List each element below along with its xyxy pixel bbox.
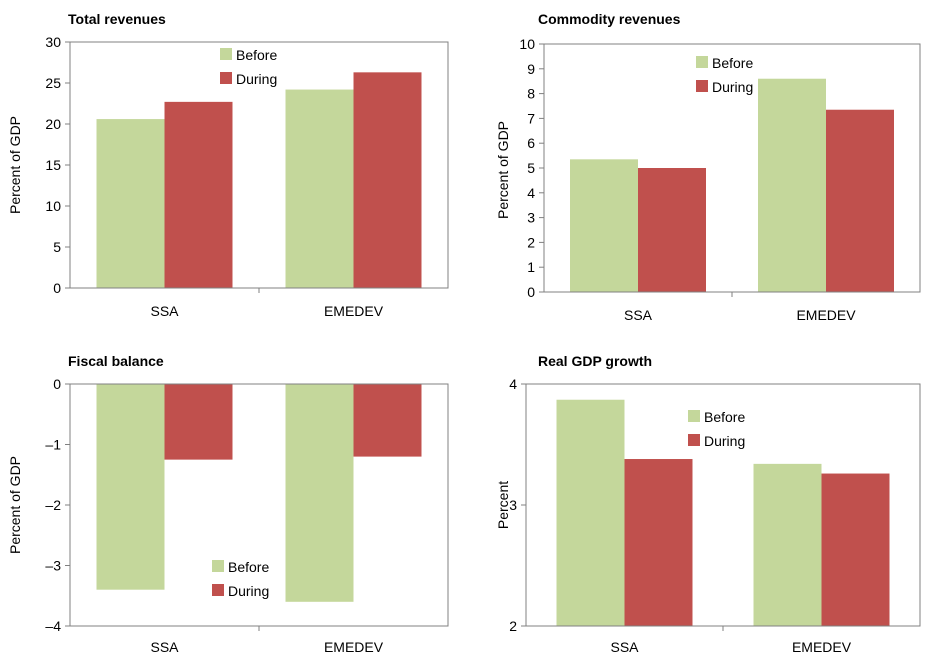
legend-swatch-during [220,72,232,84]
x-category-label: SSA [624,307,653,323]
y-tick-label: 20 [45,116,61,132]
y-tick-label: 6 [527,135,535,151]
bar-before-emedev [758,78,826,292]
chart-title: Commodity revenues [538,11,681,27]
y-tick-label: –1 [45,437,61,453]
y-tick-label: 8 [527,86,535,102]
chart-title: Total revenues [68,11,166,27]
bar-before-ssa [96,384,165,590]
y-tick-label: 7 [527,110,535,126]
y-tick-label: 1 [527,259,535,275]
y-tick-label: 25 [45,75,61,91]
legend-label-during: During [712,79,753,95]
bar-before-ssa [556,399,625,626]
chart-title: Fiscal balance [68,353,164,369]
legend-label-before: Before [236,47,277,63]
chart-commodity-revenues: Commodity revenues Percent of GDP 0 1 2 3 4 5… [495,11,921,323]
legend-label-during: During [228,583,269,599]
chart-panel-real-gdp-growth: Real GDP growth Percent 2 3 4 SSA EMEDEV Befo… [466,330,932,660]
bar-during-emedev [821,473,890,626]
chart-real-gdp-growth: Real GDP growth Percent 2 3 4 SSA EMEDEV Befo… [495,353,921,655]
y-tick-label: 0 [527,284,535,300]
y-tick-label: –3 [45,558,61,574]
y-tick-label: 3 [509,497,517,513]
y-tick-label: 9 [527,61,535,77]
legend-label-before: Before [228,559,269,575]
legend-swatch-during [212,584,224,596]
legend-swatch-before [212,560,224,572]
y-tick-label: 10 [519,36,535,52]
legend-swatch-during [696,80,708,92]
bar-during-ssa [624,459,693,626]
bar-during-ssa [638,168,706,292]
y-tick-label: –2 [45,497,61,513]
chart-title: Real GDP growth [538,353,652,369]
chart-panel-total-revenues: Total revenues Percent of GDP 0 5 10 15 20 25… [0,0,466,330]
y-tick-label: 5 [53,239,61,255]
bar-before-emedev [285,89,354,288]
y-axis-label: Percent of GDP [7,116,23,214]
bar-before-emedev [285,384,354,602]
bar-before-ssa [570,159,638,292]
bar-before-emedev [753,463,822,626]
y-tick-label: 4 [527,185,535,201]
y-axis-label: Percent of GDP [7,456,23,554]
y-tick-label: 3 [527,210,535,226]
bar-during-emedev [826,109,894,292]
legend-label-before: Before [712,55,753,71]
bar-during-emedev [353,384,422,457]
y-tick-label: 10 [45,198,61,214]
x-category-label: SSA [610,639,639,655]
x-category-label: EMEDEV [324,303,384,319]
y-tick-label: 15 [45,157,61,173]
y-tick-label: 30 [45,34,61,50]
legend-label-during: During [704,433,745,449]
legend-swatch-before [688,410,700,422]
bar-before-ssa [96,119,165,288]
y-axis-label: Percent [495,481,511,529]
x-category-label: EMEDEV [792,639,852,655]
bar-during-emedev [353,72,422,288]
legend-swatch-before [696,56,708,68]
chart-panel-commodity-revenues: Commodity revenues Percent of GDP 0 1 2 3 4 5… [466,0,932,330]
legend-label-during: During [236,71,277,87]
chart-panel-fiscal-balance: Fiscal balance Percent of GDP 0 –1 –2 –3 –4 S… [0,330,466,660]
chart-total-revenues: Total revenues Percent of GDP 0 5 10 15 20 25… [7,11,449,319]
y-tick-label: 0 [53,280,61,296]
y-tick-label: 0 [53,376,61,392]
bar-during-ssa [164,101,233,288]
y-tick-label: 2 [509,618,517,634]
x-category-label: EMEDEV [324,639,384,655]
legend-swatch-during [688,434,700,446]
legend-label-before: Before [704,409,745,425]
legend-swatch-before [220,48,232,60]
x-category-label: SSA [150,303,179,319]
x-category-label: SSA [150,639,179,655]
x-category-label: EMEDEV [796,307,856,323]
y-tick-label: 4 [509,376,517,392]
y-tick-label: –4 [45,618,61,634]
chart-fiscal-balance: Fiscal balance Percent of GDP 0 –1 –2 –3 –4 S… [7,353,449,655]
bar-during-ssa [164,384,233,460]
y-tick-label: 2 [527,234,535,250]
y-tick-label: 5 [527,160,535,176]
y-axis-label: Percent of GDP [495,121,511,219]
